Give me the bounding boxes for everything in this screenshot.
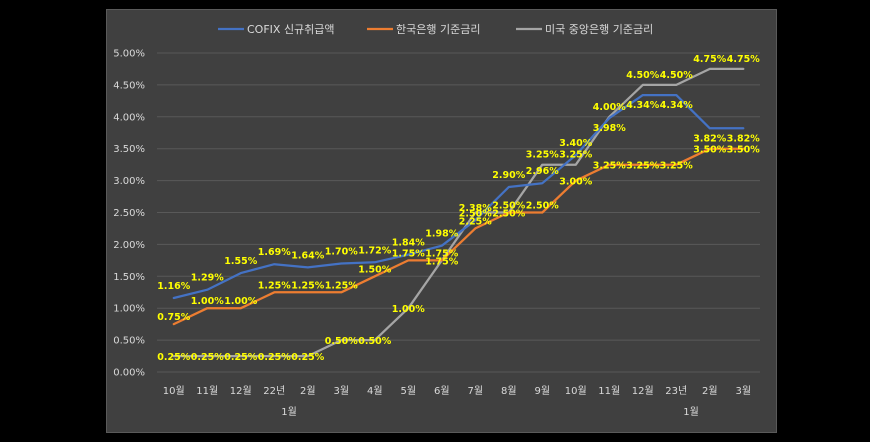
x-tick-label: 23년 xyxy=(665,385,687,397)
data-label: 4.75% xyxy=(727,54,760,65)
data-label: 3.25% xyxy=(660,161,693,172)
data-label: 0.25% xyxy=(224,352,257,363)
data-label: 3.25% xyxy=(559,150,592,161)
data-label: 2.50% xyxy=(492,201,525,212)
data-label: 1.50% xyxy=(358,264,391,275)
data-label: 0.50% xyxy=(358,336,391,347)
data-label: 2.38% xyxy=(459,203,492,214)
data-label: 2.50% xyxy=(492,209,525,220)
data-label: 1.98% xyxy=(425,229,458,240)
data-label: 4.34% xyxy=(660,100,693,111)
data-label: 3.25% xyxy=(593,161,626,172)
legend-label: 한국은행 기준금리 xyxy=(396,23,480,36)
x-tick-label: 22년 xyxy=(263,385,285,397)
x-tick-label: 7월 xyxy=(467,385,483,397)
x-tick-label: 3월 xyxy=(735,385,751,397)
series-line-1 xyxy=(172,147,745,326)
x-tick-sublabel: 1월 xyxy=(281,406,297,418)
x-tick-label: 12월 xyxy=(632,385,654,397)
data-label: 1.84% xyxy=(392,238,425,249)
chart-frame xyxy=(106,9,777,433)
data-label: 3.50% xyxy=(693,145,726,156)
y-tick-label: 4.50% xyxy=(113,80,145,91)
data-label: 1.25% xyxy=(291,280,324,291)
data-label: 0.75% xyxy=(157,312,190,323)
data-label: 3.00% xyxy=(559,177,592,188)
data-label: 1.55% xyxy=(224,256,257,267)
y-tick-label: 0.50% xyxy=(113,336,145,347)
x-tick-label: 2월 xyxy=(702,385,718,397)
data-label: 0.50% xyxy=(325,336,358,347)
y-tick-label: 3.50% xyxy=(113,144,145,155)
x-tick-label: 3월 xyxy=(333,385,349,397)
data-label: 2.50% xyxy=(526,201,559,212)
data-label: 1.25% xyxy=(258,280,291,291)
data-label: 2.25% xyxy=(459,216,492,227)
x-tick-label: 2월 xyxy=(300,385,316,397)
y-tick-label: 3.00% xyxy=(113,176,145,187)
series-line-0 xyxy=(172,93,745,300)
y-tick-label: 0.00% xyxy=(113,368,145,379)
data-label: 1.75% xyxy=(425,256,458,267)
y-tick-label: 1.00% xyxy=(113,304,145,315)
data-label: 1.69% xyxy=(258,247,291,258)
x-tick-label: 10월 xyxy=(565,385,587,397)
data-label: 1.00% xyxy=(392,304,425,315)
data-label: 2.50% xyxy=(459,209,492,220)
x-tick-label: 5월 xyxy=(400,385,416,397)
data-label: 4.50% xyxy=(660,70,693,81)
data-label: 0.25% xyxy=(291,352,324,363)
x-tick-label: 11월 xyxy=(598,385,620,397)
x-tick-label: 4월 xyxy=(367,385,383,397)
data-label: 2.96% xyxy=(526,166,559,177)
data-label: 1.25% xyxy=(325,280,358,291)
data-label: 1.16% xyxy=(157,281,190,292)
y-tick-label: 2.00% xyxy=(113,240,145,251)
x-tick-label: 10월 xyxy=(163,385,185,397)
data-label: 1.72% xyxy=(358,245,391,256)
legend-label: COFIX 신규취급액 xyxy=(247,23,335,36)
data-label: 4.50% xyxy=(626,70,659,81)
data-label: 3.40% xyxy=(559,138,592,149)
x-tick-label: 6월 xyxy=(434,385,450,397)
data-label: 3.25% xyxy=(526,150,559,161)
data-label: 1.64% xyxy=(291,250,324,261)
data-label: 1.00% xyxy=(224,296,257,307)
x-tick-label: 11월 xyxy=(196,385,218,397)
data-label: 3.82% xyxy=(693,133,726,144)
data-label: 3.25% xyxy=(626,161,659,172)
x-tick-sublabel: 1월 xyxy=(683,406,699,418)
x-tick-label: 9월 xyxy=(534,385,550,397)
data-label: 3.82% xyxy=(727,133,760,144)
data-label: 3.50% xyxy=(727,145,760,156)
data-label: 1.75% xyxy=(425,248,458,259)
data-label: 1.29% xyxy=(191,273,224,284)
data-label: 1.00% xyxy=(191,296,224,307)
data-label: 4.75% xyxy=(693,54,726,65)
data-label: 1.75% xyxy=(392,248,425,259)
data-label: 0.25% xyxy=(157,352,190,363)
data-label: 0.25% xyxy=(191,352,224,363)
x-tick-label: 8월 xyxy=(501,385,517,397)
series-line-2 xyxy=(172,67,745,358)
data-label: 0.25% xyxy=(258,352,291,363)
x-tick-label: 12월 xyxy=(230,385,252,397)
legend-label: 미국 중앙은행 기준금리 xyxy=(545,23,653,36)
y-tick-label: 4.00% xyxy=(113,112,145,123)
y-tick-label: 1.50% xyxy=(113,272,145,283)
y-tick-label: 2.50% xyxy=(113,208,145,219)
data-label: 4.34% xyxy=(626,100,659,111)
data-label: 4.00% xyxy=(593,102,626,113)
y-tick-label: 5.00% xyxy=(113,49,145,60)
data-label: 3.98% xyxy=(593,123,626,134)
data-label: 1.70% xyxy=(325,247,358,258)
data-label: 2.90% xyxy=(492,170,525,181)
